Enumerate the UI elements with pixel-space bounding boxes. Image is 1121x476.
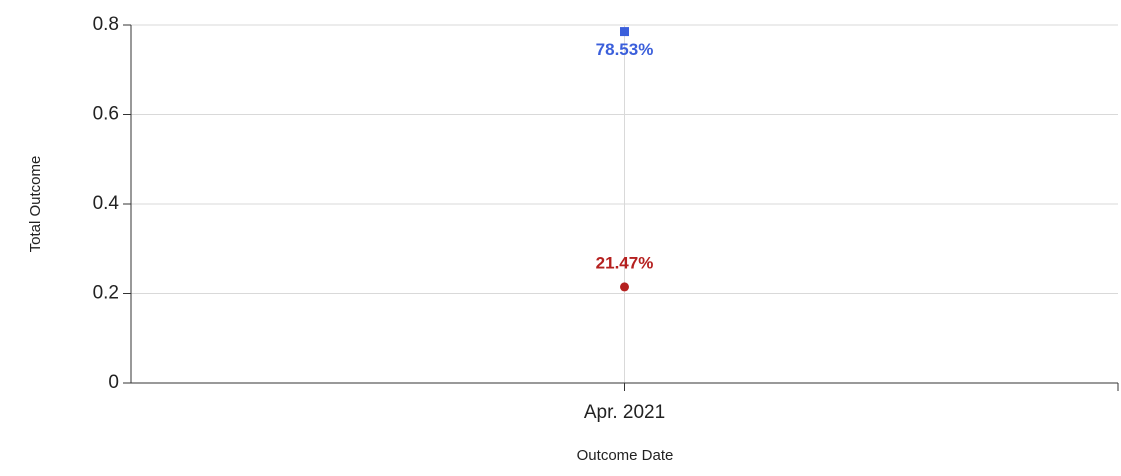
y-tick-label: 0: [108, 372, 119, 393]
marker: [620, 282, 629, 292]
y-tick-label: 0.8: [93, 14, 119, 35]
x-tick-label: Apr. 2021: [584, 402, 665, 423]
data-label: 78.53%: [596, 40, 654, 59]
data-label: 21.47%: [596, 253, 654, 272]
y-tick-label: 0.4: [93, 193, 120, 214]
marker: [620, 27, 629, 37]
x-axis-title: Outcome Date: [577, 447, 674, 464]
y-tick-label: 0.2: [93, 283, 119, 304]
y-tick-label: 0.6: [93, 104, 119, 125]
y-axis-title: Total Outcome: [27, 156, 44, 253]
